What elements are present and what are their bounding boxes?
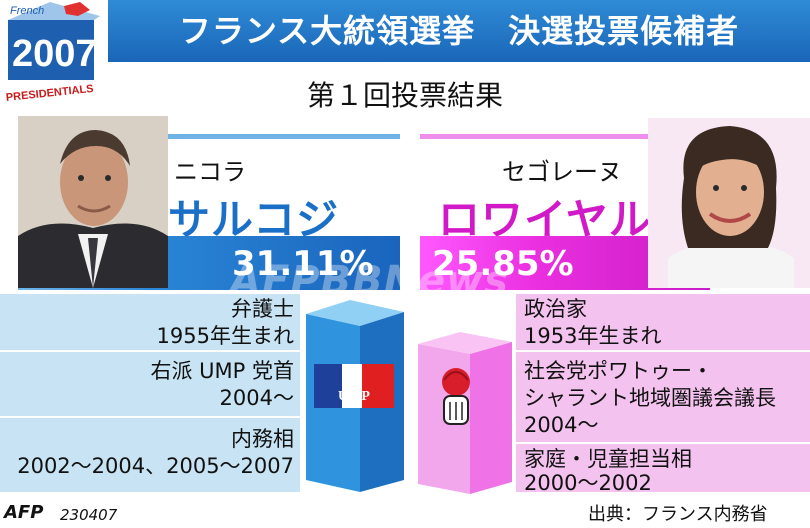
sarkozy-info-office-years: 2002～2004、2005～2007 [17,454,294,478]
rose-fist-icon [442,368,470,425]
divider [516,442,810,444]
subtitle: 第１回投票結果 [306,79,503,112]
royal-info-role-2: シャラント地域圏議会議長 [524,386,776,410]
sarkozy-info-party-since: 2004～ [219,386,294,410]
royal-info-role-1: 社会党ポワトゥー・ [524,359,713,383]
sarkozy-info-profession: 弁護士 [231,297,294,321]
divider [0,350,300,352]
date-code: 230407 [60,506,118,524]
ump-logo-text: UMP [338,389,370,404]
afp-logo: AFP [4,502,44,523]
sarkozy-first-name: ニコラ [174,158,246,186]
royal-info-born: 1953年生まれ [524,324,662,348]
sarkozy-photo [18,116,168,288]
ps-box [418,332,512,494]
ump-box: UMP [306,300,404,492]
royal-percent: 25.85% [432,244,574,284]
source-credit: 出典：フランス内務省 [588,504,768,525]
sarkozy-info-office: 内務相 [231,427,294,451]
royal-photo [648,118,810,288]
divider [516,350,810,352]
royal-info-panel: 政治家 1953年生まれ 社会党ポワトゥー・ シャラント地域圏議会議長 2004… [516,294,810,495]
sarkozy-info-panel: 弁護士 1955年生まれ 右派 UMP 党首 2004～ 内務相 2002～20… [0,294,300,492]
sarkozy-percent: 31.11% [232,244,374,284]
presidentials-2007-logo: French 2007 PRESIDENTIALS [5,2,100,104]
watermark: AFPBBNews [230,258,509,304]
logo-year: 2007 [12,33,97,75]
page-title: フランス大統領選挙 決選投票候補者 [178,12,740,50]
royal-last-name: ロワイヤル [438,195,652,244]
title-bar [108,0,810,62]
royal-info-office-years: 2000～2002 [524,471,652,495]
royal-info-role-since: 2004～ [524,413,599,437]
royal-info-profession: 政治家 [524,297,587,321]
logo-small-text: French [10,5,44,17]
sarkozy-info-born: 1955年生まれ [156,324,294,348]
sarkozy-last-name: サルコジ [168,195,340,244]
royal-first-name: セゴレーヌ [502,158,622,186]
royal-info-office: 家庭・児童担当相 [524,447,692,471]
divider [0,416,300,418]
sarkozy-info-party: 右派 UMP 党首 [150,359,294,383]
